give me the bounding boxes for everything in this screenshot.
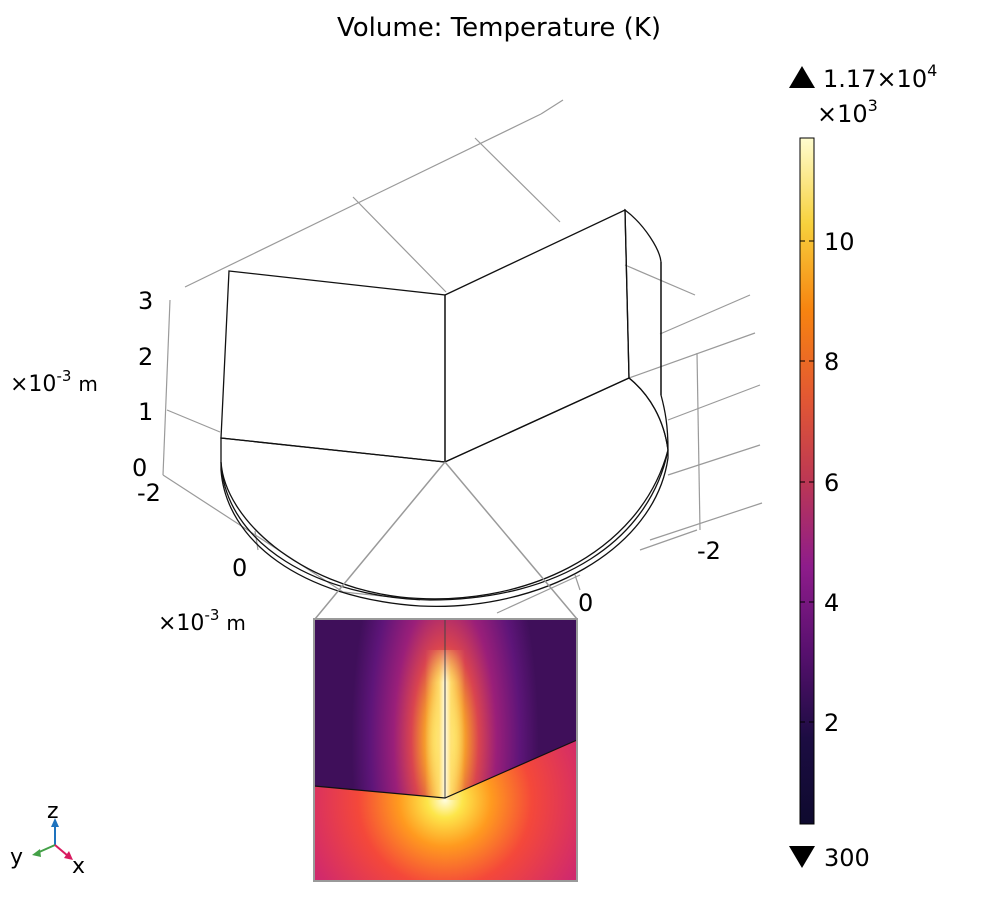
colorbar-bar xyxy=(799,137,815,825)
colorbar-tick: 6 xyxy=(824,469,839,497)
geometry-3d xyxy=(220,208,669,608)
colorbar-tick: 10 xyxy=(824,228,855,256)
plot-title: Volume: Temperature (K) xyxy=(337,13,661,43)
z-tick: 3 xyxy=(138,287,153,315)
y-tick: 0 xyxy=(232,554,247,582)
y-tick: -2 xyxy=(137,479,161,507)
colorbar-tick: 4 xyxy=(824,589,839,617)
colorbar-max-label: 1.17×104 xyxy=(823,61,937,93)
triad-x-label: x xyxy=(72,854,85,879)
colorbar: 1.17×104 ×103 10 8 6 4 2 300 xyxy=(789,61,937,872)
x-tick: 0 xyxy=(578,589,593,617)
triad-y-label: y xyxy=(10,845,23,870)
wall-right xyxy=(444,208,630,464)
axis-grid xyxy=(162,99,763,614)
wall-left xyxy=(220,270,446,463)
z-tick: 1 xyxy=(138,398,153,426)
colorbar-tick: 8 xyxy=(824,348,839,376)
zoom-connectors xyxy=(314,461,578,620)
inset-wall-right xyxy=(445,619,577,798)
colorbar-min-triangle-icon xyxy=(789,846,815,868)
y-axis-unit: ×10-3 m xyxy=(158,606,246,636)
z-tick: 2 xyxy=(138,343,153,371)
z-axis-unit: ×10-3 m xyxy=(10,367,98,397)
z-axis-ticks: 3 2 1 0 xyxy=(132,287,153,482)
colorbar-min-label: 300 xyxy=(824,844,870,872)
colorbar-multiplier: ×103 xyxy=(817,96,878,128)
z-tick: 0 xyxy=(132,454,147,482)
inset-wall-left xyxy=(314,619,445,798)
orientation-triad: z y x xyxy=(10,799,85,879)
colorbar-tick-marks xyxy=(800,240,814,723)
zoom-inset-frame xyxy=(313,618,578,882)
cylinder-side-face xyxy=(220,449,669,608)
triad-z-label: z xyxy=(47,799,59,824)
colorbar-tick: 2 xyxy=(824,709,839,737)
x-axis-ticks: -2 0 xyxy=(578,537,721,617)
zoom-inset xyxy=(314,619,577,881)
wall-curved xyxy=(624,208,669,451)
y-axis-ticks: -2 0 xyxy=(137,479,247,582)
colorbar-max-triangle-icon xyxy=(789,66,815,88)
x-tick: -2 xyxy=(697,537,721,565)
